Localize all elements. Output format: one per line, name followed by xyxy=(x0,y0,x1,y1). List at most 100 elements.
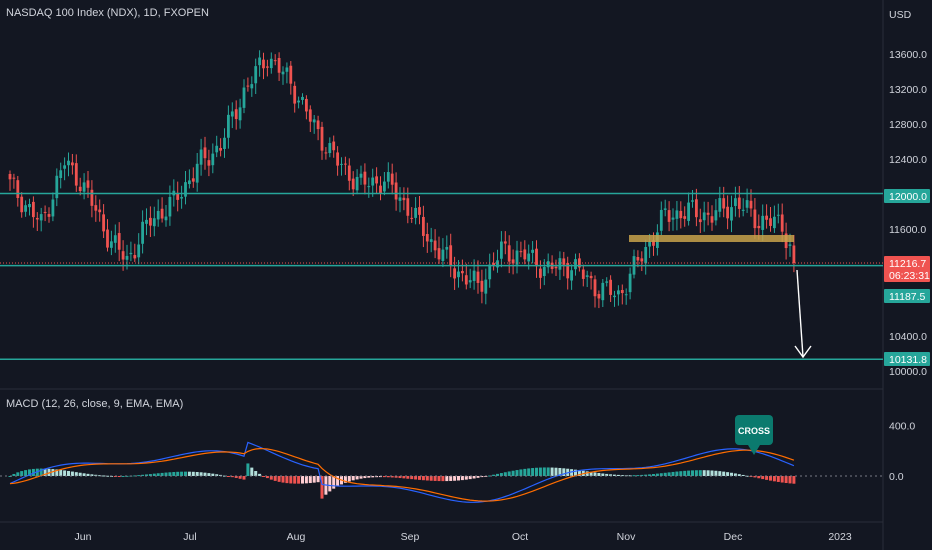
macd-hist-bar xyxy=(273,476,277,481)
candle-body xyxy=(110,241,113,248)
candle-body xyxy=(734,198,737,206)
candle-body xyxy=(347,165,351,181)
macd-hist-bar xyxy=(304,476,308,484)
candle-body xyxy=(71,162,74,166)
macd-hist-bar xyxy=(757,476,761,479)
macd-hist-bar xyxy=(702,470,706,476)
candle-body xyxy=(714,210,718,221)
candle-body xyxy=(223,137,226,149)
macd-hist-bar xyxy=(414,476,418,480)
candle-body xyxy=(394,182,398,200)
candle-body xyxy=(585,275,589,277)
macd-hist-bar xyxy=(347,476,351,482)
macd-hist-bar xyxy=(156,473,160,476)
macd-hist-bar xyxy=(730,472,733,476)
macd-hist-bar xyxy=(20,471,24,476)
macd-hist-bar xyxy=(82,473,86,476)
price-tick-label: 12400.0 xyxy=(889,154,927,166)
macd-hist-bar xyxy=(28,469,31,476)
candle-body xyxy=(605,281,609,283)
macd-hist-bar xyxy=(219,474,223,476)
time-axis-label: 2023 xyxy=(828,531,852,543)
macd-hist-bar xyxy=(632,475,636,477)
candle-body xyxy=(386,172,390,182)
macd-hist-bar xyxy=(301,476,304,484)
cross-callout: CROSS xyxy=(735,415,773,455)
candle-body xyxy=(589,275,593,279)
candle-body xyxy=(340,163,343,165)
macd-hist-bar xyxy=(421,476,425,481)
candle-body xyxy=(285,67,289,72)
candle-body xyxy=(273,60,277,62)
macd-hist-bar xyxy=(570,469,574,476)
candle-body xyxy=(215,145,219,153)
symbol-title: NASDAQ 100 Index (NDX), 1D, FXOPEN xyxy=(6,7,209,19)
macd-hist-bar xyxy=(367,476,371,478)
candle-body xyxy=(176,192,180,200)
macd-hist-bar xyxy=(733,473,737,476)
macd-hist-bar xyxy=(761,476,765,480)
macd-hist-bar xyxy=(496,473,499,476)
macd-hist-bar xyxy=(254,471,258,476)
macd-hist-bar xyxy=(472,476,476,479)
macd-hist-bar xyxy=(371,476,375,478)
candle-body xyxy=(628,273,632,293)
macd-hist-bar xyxy=(577,470,581,476)
candle-body xyxy=(773,216,776,229)
time-axis-label: Jun xyxy=(75,531,92,543)
macd-hist-bar xyxy=(90,474,94,476)
candle-body xyxy=(32,201,35,218)
macd-hist-bar xyxy=(535,467,538,476)
candle-body xyxy=(355,176,359,191)
candle-body xyxy=(39,214,43,221)
candle-body xyxy=(749,200,753,209)
macd-hist-bar xyxy=(117,476,121,477)
macd-hist-bar xyxy=(765,476,769,480)
macd-hist-bar xyxy=(542,467,546,476)
macd-hist-bar xyxy=(507,471,511,476)
cross-callout-pointer xyxy=(748,445,760,455)
macd-hist-bar xyxy=(476,476,480,478)
candle-body xyxy=(488,264,492,280)
candle-body xyxy=(562,258,566,265)
candle-body xyxy=(406,198,410,216)
candle-body xyxy=(761,215,765,230)
macd-hist-bar xyxy=(558,467,562,476)
macd-hist-bar xyxy=(277,476,281,482)
candle-body xyxy=(12,177,16,179)
candle-body xyxy=(328,143,332,154)
candle-body xyxy=(566,262,570,279)
macd-hist-bar xyxy=(784,476,788,484)
macd-hist-bar xyxy=(141,474,145,476)
macd-hist-bar xyxy=(726,472,730,476)
macd-hist-bar xyxy=(195,471,199,476)
macd-hist-bar xyxy=(601,473,605,476)
candle-body xyxy=(745,200,749,208)
candle-body xyxy=(698,219,702,223)
macd-hist-bar xyxy=(698,470,702,476)
candle-body xyxy=(293,85,297,104)
macd-hist-bar xyxy=(382,476,386,478)
macd-hist-bar xyxy=(776,476,780,482)
currency-label: USD xyxy=(889,9,912,21)
candle-body xyxy=(246,85,250,87)
last-price-tag-bg xyxy=(884,256,930,282)
macd-hist-bar xyxy=(457,476,460,481)
macd-hist-bar xyxy=(215,474,219,476)
candle-body xyxy=(531,249,534,253)
signal-line xyxy=(9,447,795,502)
candle-body xyxy=(710,216,714,223)
macd-hist-bar xyxy=(59,469,63,476)
macd-hist-bar xyxy=(437,476,441,482)
candle-body xyxy=(613,295,616,298)
target-price-tag-bg xyxy=(884,352,930,366)
macd-hist-bar xyxy=(63,470,67,476)
candle-body xyxy=(425,234,429,242)
macd-hist-bar xyxy=(74,472,78,476)
candle-body xyxy=(43,211,47,213)
macd-hist-bar xyxy=(562,468,566,476)
candle-body xyxy=(281,71,285,75)
macd-hist-bar xyxy=(12,473,16,476)
macd-hist-bar xyxy=(745,475,749,477)
